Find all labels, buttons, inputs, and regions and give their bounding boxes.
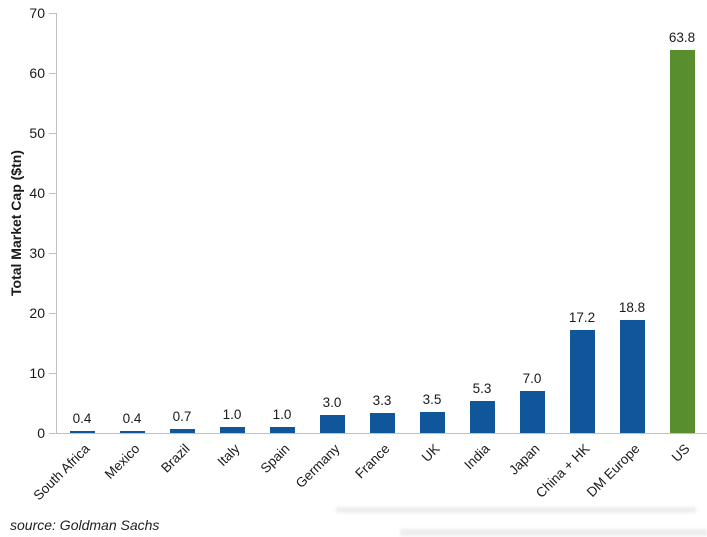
bar-value-label: 18.8 — [618, 300, 646, 316]
x-tick-label: France — [352, 441, 393, 482]
bar-brazil — [169, 428, 195, 433]
bar-value-label: 0.7 — [172, 408, 192, 424]
x-tick-label: India — [461, 441, 493, 473]
bar-value-label: 3.0 — [322, 395, 342, 410]
y-tick-mark — [49, 72, 56, 74]
y-tick-mark — [49, 312, 56, 314]
bar-france — [369, 413, 395, 433]
y-tick-mark — [49, 252, 56, 254]
bar-mexico — [119, 430, 145, 433]
artifact-smudge — [336, 507, 696, 513]
bar-india — [469, 401, 495, 433]
bar-value-label: 1.0 — [272, 407, 292, 422]
x-tick-label: UK — [418, 441, 443, 465]
y-tick-mark — [49, 372, 56, 374]
y-tick-label: 70 — [29, 5, 45, 21]
bar-value-label: 0.4 — [122, 410, 142, 426]
y-tick-mark — [49, 12, 56, 14]
y-tick-label: 50 — [29, 125, 45, 141]
y-axis-title: Total Market Cap ($tn) — [8, 150, 24, 296]
source-note: source: Goldman Sachs — [10, 517, 160, 533]
x-tick-label: China + HK — [532, 441, 593, 501]
x-tick-label: Germany — [292, 441, 343, 491]
bar-value-label: 7.0 — [522, 371, 542, 386]
y-tick-mark — [49, 192, 56, 194]
artifact-smudge — [400, 529, 707, 536]
bar-value-label: 1.0 — [222, 407, 242, 422]
x-tick-label: US — [668, 441, 693, 465]
bar-south-africa — [69, 430, 95, 433]
y-tick-label: 30 — [29, 245, 45, 261]
y-tick-mark — [49, 132, 56, 134]
y-tick-label: 40 — [29, 185, 45, 201]
x-tick-label: DM Europe — [583, 441, 643, 500]
x-tick-label: Spain — [257, 441, 293, 477]
bar-spain — [269, 427, 295, 433]
bar-value-label: 63.8 — [668, 30, 696, 46]
bar-dm-europe — [619, 320, 645, 433]
y-tick-label: 60 — [29, 65, 45, 81]
plot-area: 0 10 20 30 40 50 60 70 0.4 South Africa 0.4 Mexico 0… — [29, 5, 707, 503]
bar-value-label: 5.3 — [472, 381, 492, 397]
bar-value-label: 3.3 — [372, 393, 392, 409]
y-tick-label: 0 — [37, 425, 45, 441]
bar-value-label: 17.2 — [568, 309, 596, 325]
bar-japan — [519, 391, 545, 433]
bar-uk — [419, 412, 445, 433]
y-tick-label: 20 — [29, 305, 45, 321]
bar-italy — [219, 427, 245, 433]
bar-china-hk — [569, 329, 595, 433]
bar-germany — [319, 415, 345, 433]
bar-value-label: 3.5 — [422, 392, 442, 407]
bar-value-label: 0.4 — [72, 410, 92, 426]
bar-us — [669, 50, 695, 433]
x-tick-label: Japan — [505, 441, 543, 478]
y-tick-mark — [49, 432, 56, 434]
y-tick-label: 10 — [29, 365, 45, 381]
